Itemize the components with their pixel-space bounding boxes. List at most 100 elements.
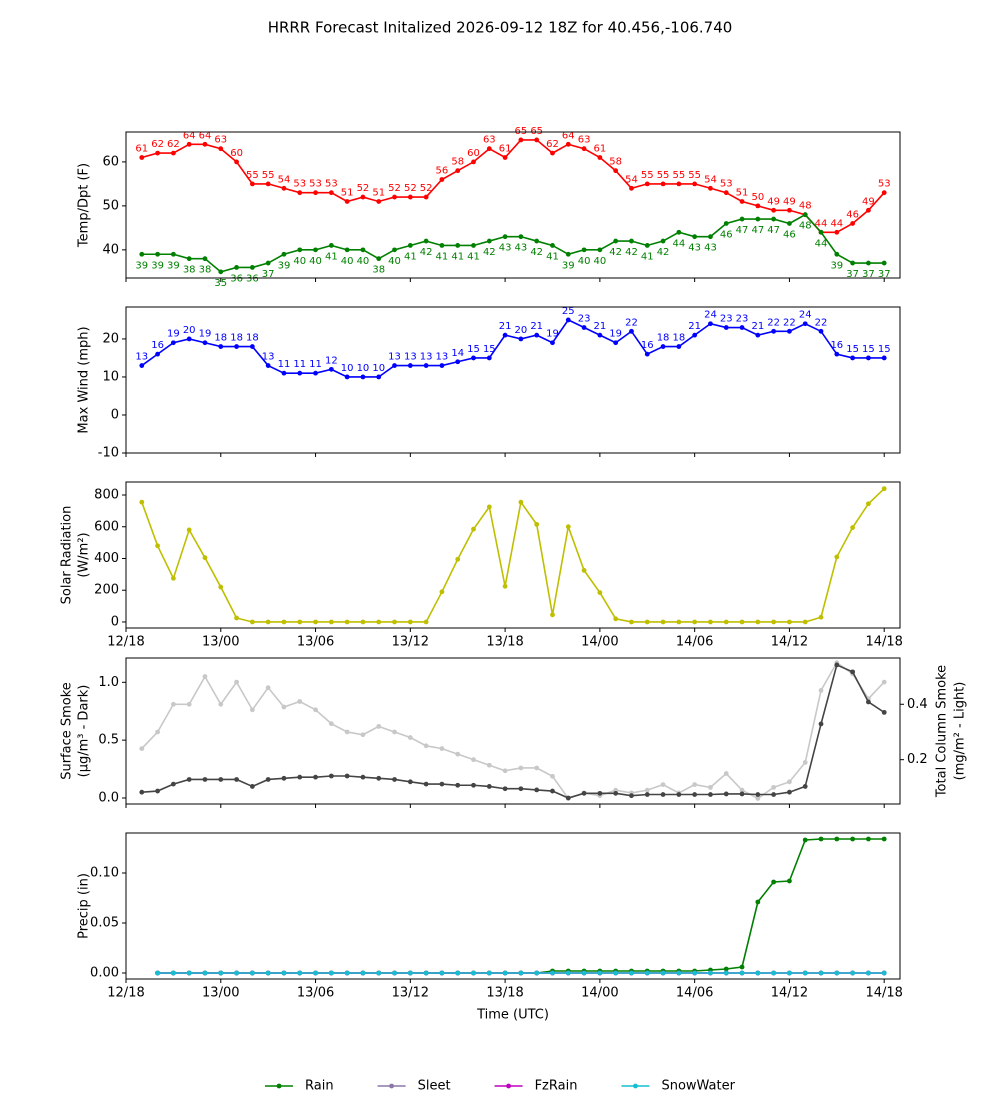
series-marker [739, 791, 745, 797]
data-label: 51 [736, 187, 749, 198]
series-marker [471, 970, 476, 976]
series-marker [139, 251, 145, 257]
data-label: 55 [688, 170, 701, 181]
series-marker [297, 370, 303, 376]
series-marker [502, 583, 508, 589]
data-label: 64 [199, 130, 212, 141]
series-marker [565, 970, 571, 976]
series-marker [328, 366, 334, 372]
series-marker [787, 207, 792, 213]
series-marker [771, 970, 777, 976]
x-tick-label: 13/06 [297, 635, 334, 650]
series-marker [360, 970, 366, 976]
data-label: 42 [420, 247, 433, 258]
series-marker [739, 619, 745, 625]
series-marker [723, 791, 729, 797]
series-marker [392, 194, 397, 200]
series-marker [234, 615, 239, 621]
series-marker [565, 524, 571, 530]
data-label: 44 [815, 218, 828, 229]
series-marker [613, 238, 619, 244]
series-marker [518, 336, 524, 342]
x-tick-label: 13/18 [486, 635, 523, 650]
series-marker [328, 243, 334, 248]
series-marker [818, 614, 824, 620]
x-tick-label: 14/18 [865, 986, 902, 1001]
data-label: 55 [657, 170, 670, 181]
series-marker [755, 792, 761, 797]
series-marker [850, 221, 856, 226]
series-marker [866, 260, 871, 266]
series-marker [392, 970, 397, 976]
series-marker [771, 792, 777, 797]
series-marker [376, 374, 382, 380]
data-label: 38 [372, 265, 385, 276]
data-label: 11 [309, 359, 322, 370]
series-marker [692, 332, 698, 338]
data-label: 53 [325, 179, 338, 190]
series-marker [249, 707, 255, 713]
series-marker [739, 970, 745, 976]
y-tick-label: 0 [111, 407, 119, 422]
data-label: 51 [341, 187, 354, 198]
data-label: 53 [720, 179, 733, 190]
series-marker [471, 526, 476, 532]
series-marker [613, 168, 619, 174]
series-marker [170, 575, 176, 581]
series-marker [486, 146, 492, 152]
series-marker [265, 181, 271, 187]
y-axis-label: Precip (in) [77, 873, 92, 939]
series-marker [692, 181, 698, 187]
data-label: 42 [625, 247, 638, 258]
data-label: 14 [451, 348, 464, 359]
legend-label: Sleet [418, 1079, 451, 1094]
series-marker [550, 970, 555, 976]
series-marker [281, 185, 287, 191]
data-label: 49 [862, 196, 875, 207]
data-label: 40 [357, 256, 370, 267]
data-label: 15 [862, 344, 875, 355]
series-marker [723, 221, 729, 226]
series-marker [644, 243, 650, 248]
series-marker [676, 970, 682, 976]
series-marker [202, 970, 208, 976]
x-axis-label: Time (UTC) [476, 1008, 549, 1023]
series-marker [818, 328, 824, 334]
series-marker [660, 619, 666, 625]
series-marker [202, 777, 208, 782]
series-marker [234, 159, 239, 165]
data-label: 56 [436, 165, 449, 176]
series-marker [376, 970, 382, 976]
series-marker [581, 567, 587, 573]
series-marker [360, 247, 366, 253]
series-marker [407, 735, 413, 740]
series-marker [502, 970, 508, 976]
data-label: 13 [436, 352, 449, 363]
x-tick-label: 13/12 [392, 986, 429, 1001]
series-marker [218, 344, 224, 349]
legend-marker [506, 1083, 511, 1089]
series-marker [344, 970, 350, 976]
y-tick-label: 600 [94, 519, 119, 534]
series-marker [771, 216, 777, 222]
legend-label: Rain [305, 1079, 334, 1094]
series-marker [202, 340, 208, 346]
series-marker [202, 141, 208, 147]
series-marker [866, 699, 871, 705]
data-label: 54 [704, 174, 717, 185]
series-marker [787, 221, 792, 226]
data-label: 22 [767, 317, 780, 328]
data-label: 18 [214, 333, 227, 344]
series-marker [423, 743, 429, 749]
series-marker [297, 247, 303, 253]
y-tick-label: 50 [102, 198, 119, 213]
data-label: 40 [388, 256, 401, 267]
data-label: 42 [657, 247, 670, 258]
data-label: 42 [609, 247, 622, 258]
series-marker [692, 234, 698, 240]
series-marker [802, 760, 808, 765]
x-tick-label: 14/12 [771, 635, 808, 650]
data-label: 40 [341, 256, 354, 267]
data-label: 55 [672, 170, 685, 181]
